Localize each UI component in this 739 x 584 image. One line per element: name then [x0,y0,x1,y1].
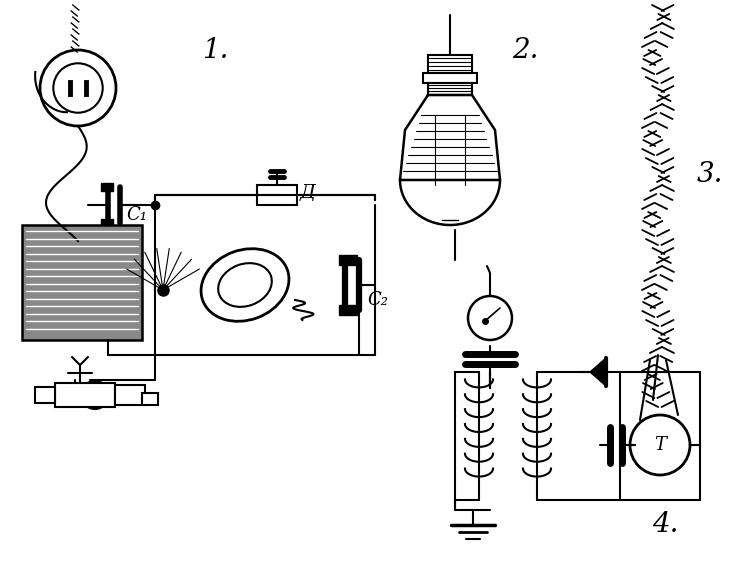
Ellipse shape [218,263,272,307]
Text: Д: Д [300,184,316,202]
Bar [22,225,142,340]
Text: 3.: 3. [697,162,723,189]
Bar [423,73,477,83]
Text: 1.: 1. [202,36,228,64]
Bar [101,183,113,191]
Bar [35,387,55,403]
Bar [339,255,357,265]
Text: 2.: 2. [511,36,538,64]
Text: T: T [654,436,666,454]
Bar [101,219,113,227]
Text: 4.: 4. [652,512,678,538]
Bar [55,383,115,407]
Ellipse shape [201,249,289,321]
Text: C₁: C₁ [126,206,147,224]
Bar [115,385,145,405]
Bar [142,393,158,405]
Polygon shape [590,358,606,386]
Bar [339,305,357,315]
Bar [428,83,472,95]
Circle shape [81,381,109,409]
Bar [257,185,297,205]
Text: C₂: C₂ [367,291,388,309]
Bar [428,55,472,73]
